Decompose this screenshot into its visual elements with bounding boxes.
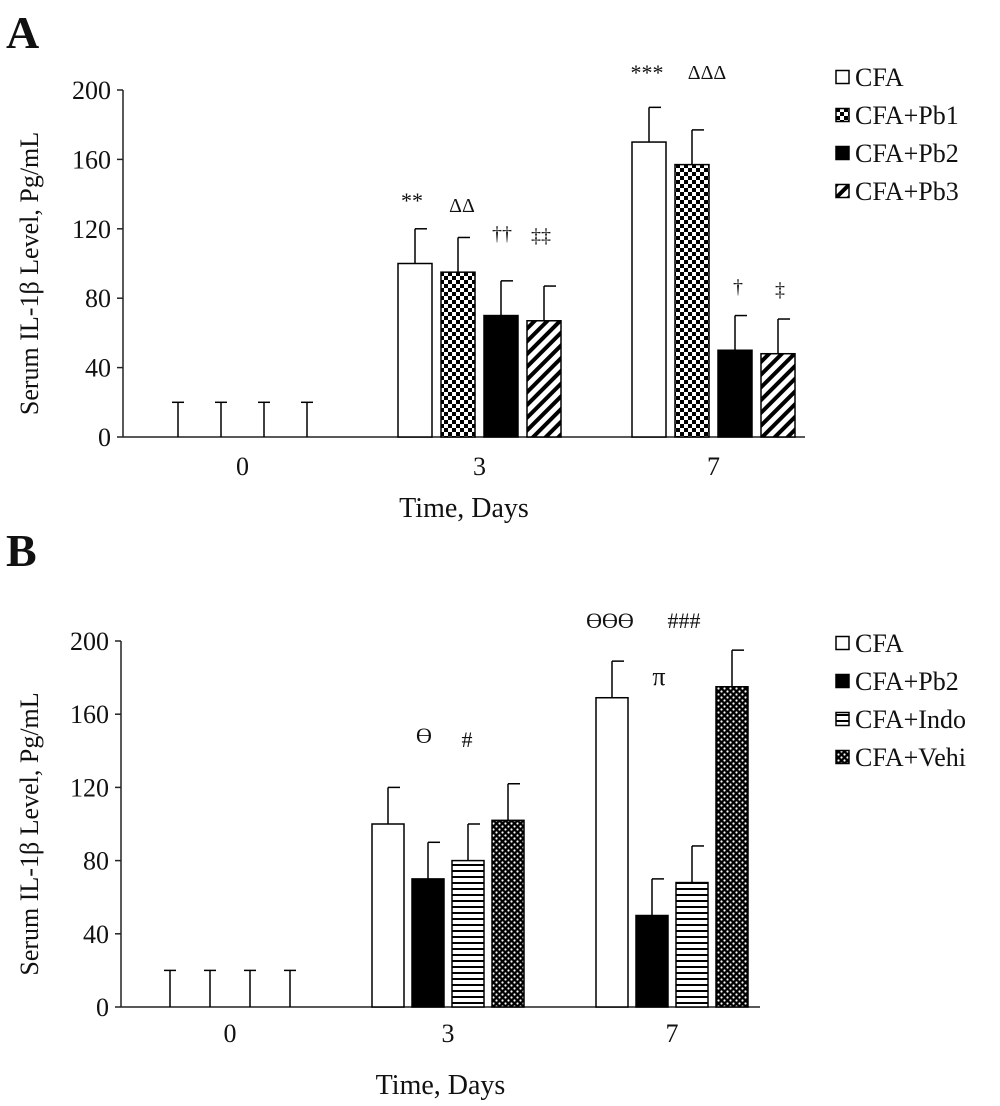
bar [526,320,562,438]
legend-label: CFA+Indo [855,705,966,734]
legend-label: CFA+Pb2 [855,139,959,168]
bar [371,823,405,1008]
bar [595,696,629,1008]
x-tick-label: 7 [666,1019,679,1048]
bar [483,314,519,438]
annotation: # [462,727,473,752]
legend-swatch [835,673,850,689]
legend-swatch [835,183,850,199]
legend-label: CFA+Vehi [855,743,966,772]
legend-label: CFA+Pb2 [855,667,959,696]
y-tick-label: 120 [70,773,109,802]
x-axis-title: Time, Days [399,493,529,524]
y-tick-label: 160 [70,700,109,729]
bar [715,686,749,1008]
annotation: ‡ [775,279,785,301]
legend-label: CFA [855,629,904,658]
legend-label: CFA+Pb3 [855,177,959,206]
y-tick-label: 160 [72,145,111,174]
y-tick-label: 80 [85,284,111,313]
bar [635,914,669,1008]
annotation: †† [492,223,512,245]
annotation: ϴ [416,723,432,748]
x-tick-label: 0 [224,1019,237,1048]
y-tick-label: 120 [72,215,111,244]
x-tick-label: 3 [442,1019,455,1048]
y-tick-label: 80 [83,847,109,876]
bar [674,163,710,438]
bar [631,141,667,438]
panel-a-annotations: ** ΔΔ †† ‡‡ *** ΔΔΔ † ‡ [401,60,785,301]
panel-a-chart: 0 40 80 120 160 200 Serum IL-1β Level, Pg/mL 0 3… [15,63,959,524]
y-tick-label: 0 [96,993,109,1022]
y-axis-title: Serum IL-1β Level, Pg/mL [15,692,44,975]
annotation: *** [631,60,664,85]
bar [491,819,525,1008]
y-tick-label: 200 [72,76,111,105]
panel-b-annotations: ϴ # ϴϴϴ ### π [416,608,700,752]
legend-swatch [835,69,850,85]
y-tick-label: 40 [83,920,109,949]
annotation: ** [401,188,423,213]
panel-b-chart: 0 40 80 120 160 200 Serum IL-1β Level, Pg/mL 0 3… [15,627,966,1101]
panel-label-b: B [6,525,37,576]
legend-label: CFA+Pb1 [855,101,959,130]
x-tick-label: 7 [707,452,720,481]
y-axis-title: Serum IL-1β Level, Pg/mL [15,132,44,415]
legend-swatch [835,107,850,123]
legend-swatch [835,749,850,765]
annotation: π [652,662,665,691]
y-tick-label: 200 [70,627,109,656]
annotation: ### [668,608,701,633]
bar [451,859,485,1008]
annotation: ΔΔ [449,195,475,217]
x-axis-title: Time, Days [376,1070,506,1101]
legend-swatch [835,145,850,161]
bar [675,881,709,1008]
panel-label-a: A [6,7,39,58]
annotation: ϴϴϴ [586,608,634,633]
legend-label: CFA [855,63,904,92]
legend-swatch [835,635,850,651]
x-tick-label: 3 [473,452,486,481]
bar [760,352,796,438]
bar [411,878,445,1008]
legend-swatch [835,711,850,727]
bar [717,349,753,438]
annotation: ΔΔΔ [688,62,727,84]
y-tick-label: 0 [98,423,111,452]
annotation: ‡‡ [531,225,551,247]
bar [440,271,476,438]
annotation: † [733,276,743,298]
x-tick-label: 0 [236,452,249,481]
y-tick-label: 40 [85,354,111,383]
bar [397,262,433,438]
